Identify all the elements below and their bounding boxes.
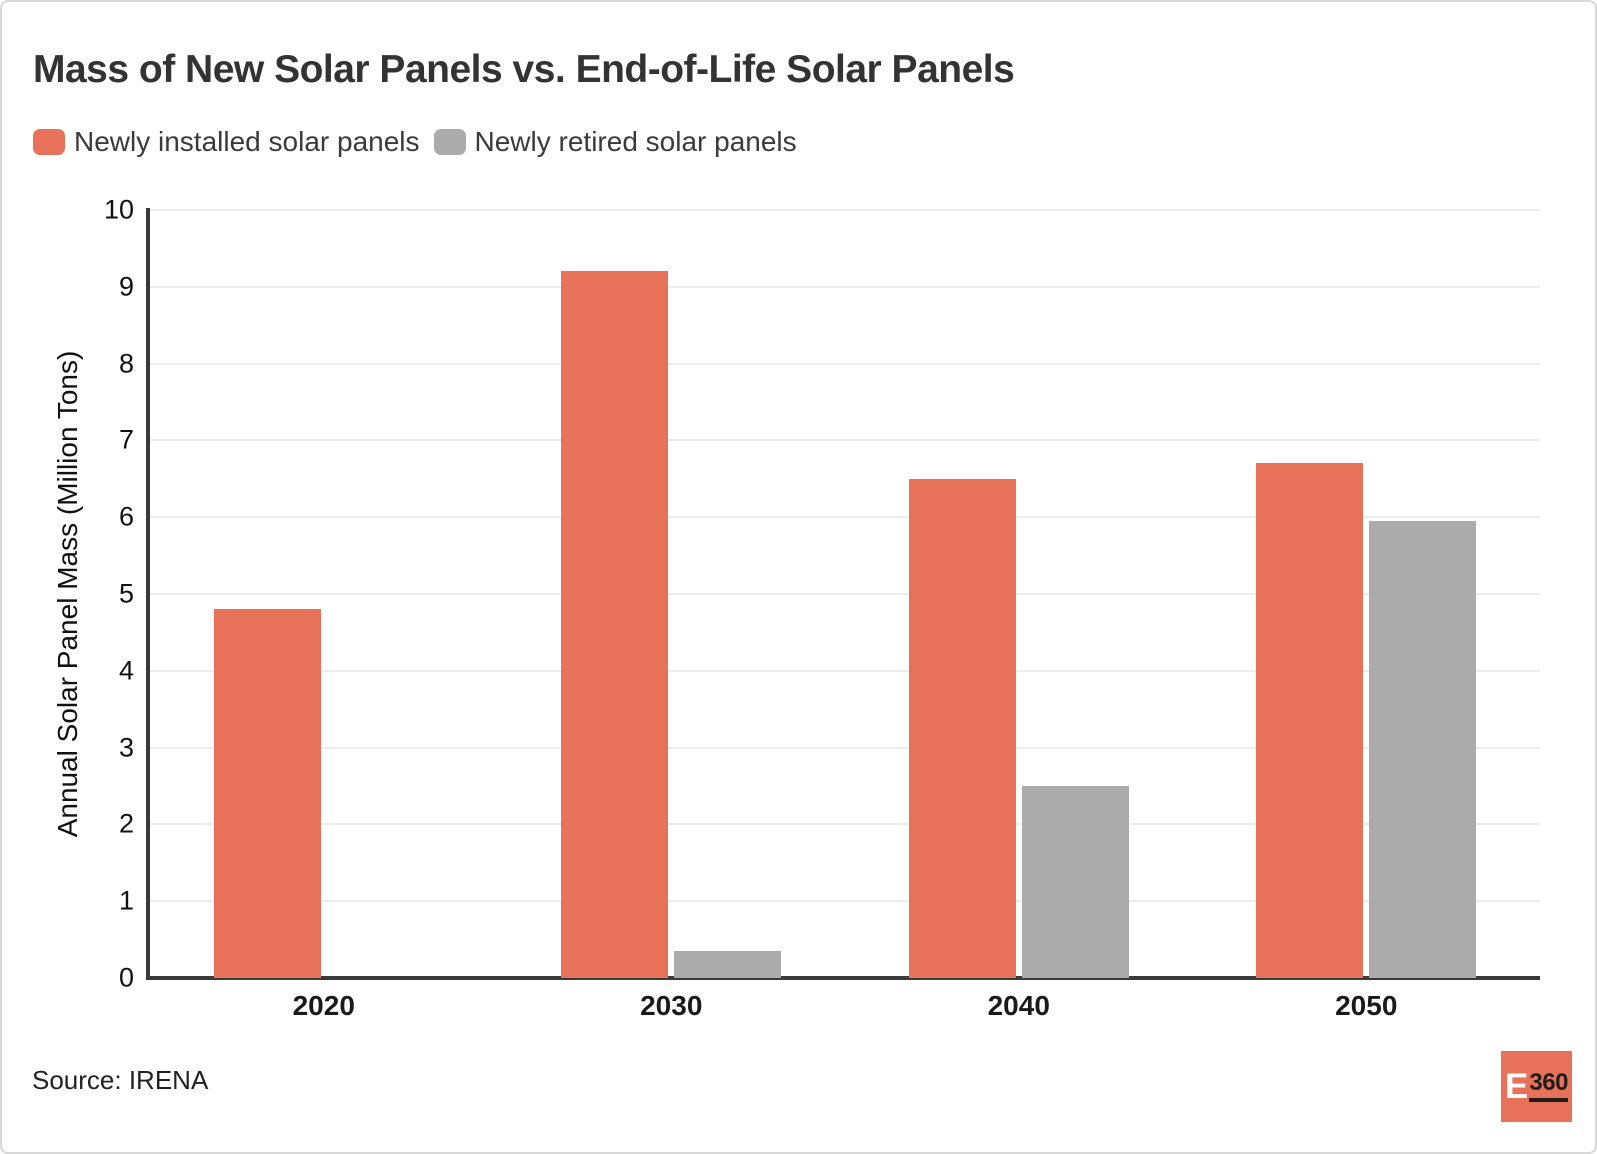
legend-item-newly-installed: Newly installed solar panels: [33, 126, 420, 158]
legend-label-installed: Newly installed solar panels: [74, 126, 420, 157]
chart-title: Mass of New Solar Panels vs. End-of-Life…: [33, 48, 1015, 91]
x-tick-label-2040: 2040: [987, 990, 1050, 1021]
y-tick-label-7: 7: [118, 424, 134, 455]
gridline-y-5: [150, 593, 1540, 595]
bar-installed-2050: [1256, 463, 1364, 978]
gridline-y-10: [150, 209, 1540, 211]
y-axis-line: [146, 208, 150, 980]
legend: Newly installed solar panels Newly retir…: [33, 126, 797, 158]
legend-item-newly-retired: Newly retired solar panels: [433, 126, 797, 158]
gridline-y-8: [150, 362, 1540, 365]
legend-swatch-retired-icon: [433, 129, 466, 155]
e360-logo: E 360: [1501, 1051, 1572, 1122]
bar-retired-2050: [1369, 521, 1477, 978]
gridline-y-4: [150, 669, 1540, 672]
gridline-y-1: [150, 900, 1540, 903]
source-attribution: Source: IRENA: [32, 1065, 209, 1095]
y-tick-label-3: 3: [118, 732, 134, 763]
y-tick-label-2: 2: [118, 808, 134, 839]
y-axis-ticks: 0 1 2 3 4 5 6 7 8 9 10: [2, 195, 134, 993]
x-tick-label-2030: 2030: [640, 990, 703, 1021]
bar-installed-2040: [908, 478, 1016, 978]
bar-installed-2020: [213, 609, 321, 978]
e360-logo-number: 360: [1529, 1071, 1568, 1102]
y-tick-label-6: 6: [118, 501, 134, 532]
y-tick-label-5: 5: [118, 578, 134, 609]
x-tick-label-2050: 2050: [1335, 990, 1398, 1021]
y-tick-label-10: 10: [103, 194, 134, 225]
plot-area: 2020 2030 2040 2050: [150, 209, 1540, 1021]
bar-retired-2040: [1021, 786, 1129, 978]
bar-installed-2030: [561, 271, 669, 978]
gridline-y-7: [150, 439, 1540, 442]
x-tick-label-2020: 2020: [292, 990, 355, 1021]
gridline-y-2: [150, 823, 1540, 826]
gridline-y-6: [150, 516, 1540, 519]
x-axis-line: [146, 976, 1540, 980]
e360-logo-letter: E: [1505, 1067, 1529, 1106]
y-tick-label-9: 9: [118, 271, 134, 302]
gridline-y-3: [150, 746, 1540, 749]
legend-label-retired: Newly retired solar panels: [474, 126, 797, 157]
gridline-y-9: [150, 285, 1540, 288]
y-tick-label-1: 1: [118, 885, 134, 916]
y-tick-label-4: 4: [118, 655, 134, 686]
y-tick-label-0: 0: [118, 962, 134, 993]
legend-swatch-installed-icon: [33, 129, 65, 155]
bar-retired-2030: [674, 951, 782, 978]
y-tick-label-8: 8: [118, 348, 134, 379]
